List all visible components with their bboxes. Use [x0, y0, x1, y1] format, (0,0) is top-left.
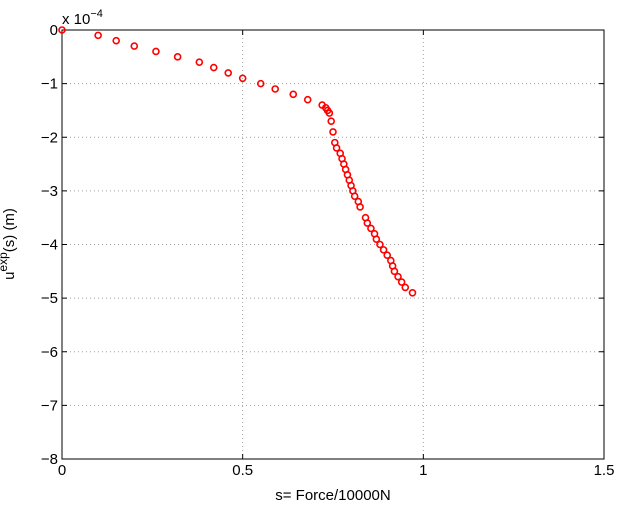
y-tick-label: −5	[41, 290, 58, 307]
data-point	[390, 267, 399, 276]
data-point	[408, 288, 417, 297]
data-point	[329, 128, 337, 136]
data-point	[394, 272, 402, 281]
data-point	[376, 240, 384, 249]
data-point	[383, 251, 392, 260]
y-tick-label: −1	[41, 76, 58, 93]
data-point	[173, 53, 182, 61]
data-point	[401, 283, 410, 292]
y-axis-title: uexp(s) (m)	[0, 208, 18, 280]
y-tick-label: −7	[41, 397, 58, 414]
data-point	[271, 85, 279, 93]
y-tick-label: −8	[41, 451, 58, 468]
x-tick-label: 1.5	[594, 462, 615, 479]
data-point	[379, 246, 388, 254]
data-point	[356, 203, 364, 211]
data-point	[130, 42, 139, 50]
data-point	[94, 31, 102, 40]
y-axis-multiplier: x 10−4	[62, 8, 103, 28]
data-point	[58, 26, 66, 34]
data-point	[238, 74, 247, 83]
y-tick-label: 0	[50, 22, 58, 39]
x-tick-label: 1	[419, 462, 427, 479]
data-point	[303, 95, 312, 104]
data-point	[367, 224, 375, 233]
data-point	[195, 58, 204, 66]
data-markers	[58, 26, 417, 297]
y-tick-label: −4	[41, 237, 58, 254]
data-point	[224, 69, 233, 77]
data-point	[372, 235, 381, 243]
data-point	[350, 192, 359, 201]
plot-area	[61, 29, 605, 460]
y-tick-label: −2	[41, 129, 58, 146]
x-tick-label: 0.5	[232, 462, 253, 479]
x-axis-title: s= Force/10000N	[275, 487, 390, 504]
data-point	[325, 109, 334, 117]
x-tick-label: 0	[58, 462, 66, 479]
axis-ticks: 0 0.5 1 1.5 0 −1 −2 −3 −4 −5 −6 −7 −8	[41, 22, 615, 479]
y-tick-label: −3	[41, 183, 58, 200]
data-point	[256, 79, 265, 88]
y-tick-label: −6	[41, 344, 58, 361]
data-point	[327, 117, 335, 125]
data-point	[332, 144, 341, 152]
data-point	[397, 278, 406, 286]
data-point	[363, 219, 372, 227]
data-point	[209, 63, 218, 72]
data-point	[112, 36, 120, 45]
data-point	[152, 47, 160, 56]
data-point	[289, 90, 298, 99]
